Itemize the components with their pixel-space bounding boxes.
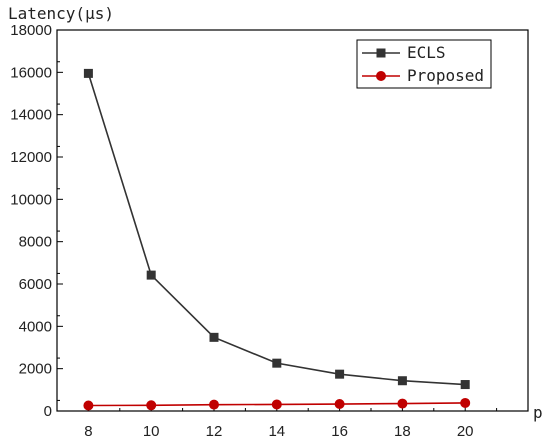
- series-line: [87, 73, 466, 386]
- y-tick-label: 14000: [10, 107, 52, 124]
- y-tick-label: 6000: [19, 276, 52, 293]
- legend-marker-square: [376, 48, 386, 58]
- data-point-square: [83, 68, 93, 78]
- y-tick-label: 12000: [10, 149, 52, 166]
- data-point-circle: [83, 400, 94, 411]
- x-tick-label: 18: [394, 423, 411, 440]
- data-point-circle: [460, 397, 471, 408]
- plot-border: [56, 29, 529, 412]
- series-layer: [83, 68, 471, 411]
- y-tick-label: 18000: [10, 22, 52, 39]
- y-tick-label: 0: [44, 403, 52, 420]
- series-ecls: [83, 68, 470, 390]
- data-point-circle: [146, 400, 157, 411]
- data-point-circle: [271, 399, 282, 410]
- x-tick-label: 14: [268, 423, 285, 440]
- data-point-square: [146, 270, 156, 280]
- data-point-square: [209, 332, 219, 342]
- x-axis-title: p: [533, 403, 543, 422]
- plot-frame: [56, 29, 529, 412]
- data-point-square: [397, 376, 407, 386]
- legend: ECLS Proposed: [356, 39, 492, 89]
- data-point-circle: [397, 398, 408, 409]
- x-tick-label: 10: [143, 423, 160, 440]
- x-tick-label: 20: [457, 423, 474, 440]
- x-tick-label: 12: [206, 423, 223, 440]
- data-point-circle: [334, 399, 345, 410]
- y-tick-label: 16000: [10, 64, 52, 81]
- data-point-square: [335, 369, 345, 379]
- y-tick-label: 8000: [19, 234, 52, 251]
- y-tick-label: 10000: [10, 191, 52, 208]
- data-point-circle: [209, 399, 219, 410]
- legend-label: ECLS: [407, 43, 446, 62]
- y-tick-label: 4000: [19, 318, 52, 335]
- data-point-square: [460, 380, 470, 390]
- y-axis-title: Latency(μs): [8, 4, 114, 23]
- legend-marker-circle: [376, 71, 386, 81]
- x-tick-label: 16: [331, 423, 348, 440]
- legend-label: Proposed: [407, 66, 484, 85]
- x-tick-label: 8: [84, 423, 92, 440]
- axis-ticks: 0 2000 4000 6000 8000 10000 12000 14000 16000 180…: [10, 22, 498, 440]
- data-point-square: [272, 358, 282, 368]
- y-tick-label: 2000: [19, 361, 52, 378]
- series-proposed: [83, 397, 471, 411]
